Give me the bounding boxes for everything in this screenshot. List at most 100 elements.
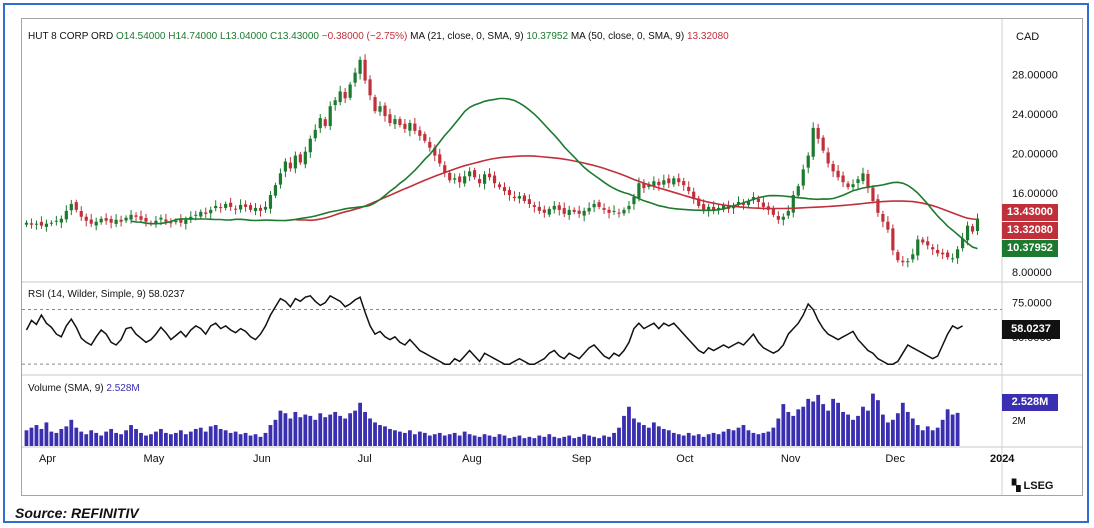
candle-body — [209, 209, 213, 214]
candle-body — [970, 226, 975, 232]
volume-bar — [856, 415, 860, 446]
volume-bar — [442, 435, 447, 446]
volume-bar — [851, 419, 855, 446]
volume-bar — [811, 401, 816, 446]
candle-body — [44, 223, 49, 227]
volume-bar — [776, 418, 781, 446]
candle-body — [129, 214, 133, 220]
volume-bar — [283, 413, 288, 446]
volume-bar — [218, 428, 223, 446]
volume-bar — [248, 435, 253, 446]
x-tick-label: Nov — [781, 453, 801, 465]
volume-bar — [303, 414, 308, 446]
volume-bar — [243, 432, 248, 446]
volume-bar — [786, 411, 791, 446]
ma21-value: 10.37952 — [526, 31, 569, 42]
volume-bar — [542, 436, 547, 446]
price-tick-label: 20.00000 — [1012, 149, 1058, 161]
candle-body — [134, 215, 138, 217]
volume-bar — [268, 425, 273, 446]
volume-bar — [935, 427, 940, 446]
candle-body — [482, 174, 487, 184]
candle-body — [597, 202, 601, 207]
volume-bar — [343, 418, 348, 446]
volume-bar — [398, 431, 402, 446]
low-value: L13.04000 — [219, 31, 268, 42]
candle-body — [268, 195, 273, 209]
candle-body — [607, 209, 611, 213]
volume-bar — [661, 428, 666, 446]
volume-bar — [363, 411, 367, 446]
candle-body — [283, 161, 288, 172]
x-tick-label: Jul — [358, 453, 372, 465]
candle-body — [194, 214, 198, 216]
candle-body — [164, 219, 168, 222]
candle-body — [592, 203, 596, 208]
candle-body — [721, 204, 726, 210]
candle-body — [846, 183, 850, 188]
candle-body — [179, 218, 183, 223]
high-value: H14.74000 — [168, 31, 218, 42]
candle-body — [856, 179, 860, 184]
candle-body — [746, 200, 751, 205]
logo-mark-icon: ▚ — [1012, 480, 1024, 492]
volume-bar — [233, 431, 238, 446]
candle-body — [368, 79, 372, 96]
volume-bar — [129, 425, 133, 446]
volume-bar — [940, 419, 945, 446]
x-tick-label: 2024 — [990, 453, 1015, 465]
candle-body — [965, 225, 970, 241]
candle-body — [154, 220, 158, 224]
figure-frame: 8.00000 16.00000 20.00000 24.00000 28.00000 5… — [3, 3, 1089, 523]
candle-body — [941, 252, 945, 255]
rsi-tick-label: 75.0000 — [1012, 298, 1052, 310]
volume-bar — [54, 432, 59, 446]
candle-body — [677, 178, 681, 183]
candle-body — [204, 212, 208, 214]
volume-bar — [920, 430, 925, 446]
volume-bar — [358, 402, 362, 446]
volume-bar — [173, 432, 178, 446]
change-value: −0.38000 (−2.75%) — [321, 31, 408, 42]
candle-body — [627, 205, 631, 210]
candle-body — [408, 122, 412, 131]
candle-body — [338, 91, 342, 103]
candle-body — [507, 189, 512, 196]
x-tick-label: Aug — [462, 453, 482, 465]
volume-bar — [806, 398, 811, 446]
candle-body — [84, 216, 88, 221]
candle-body — [582, 210, 586, 216]
candle-body — [473, 170, 477, 178]
candle-body — [697, 198, 701, 206]
candle-body — [821, 137, 825, 151]
volume-bar — [447, 434, 452, 446]
candle-body — [672, 178, 676, 185]
volume-bar — [592, 436, 597, 446]
candle-body — [263, 206, 268, 210]
volume-bar — [193, 428, 198, 446]
volume-bar — [373, 422, 377, 446]
candle-body — [124, 217, 128, 221]
volume-bar — [607, 436, 611, 446]
candle-body — [403, 123, 407, 129]
candle-body — [552, 205, 556, 210]
candle-body — [313, 129, 317, 139]
candle-body — [49, 222, 53, 224]
candle-body — [453, 178, 457, 180]
candle-body — [796, 186, 800, 196]
volume-bar — [731, 430, 736, 446]
rsi-line — [25, 294, 963, 365]
candle-body — [418, 130, 422, 136]
candle-body — [104, 218, 108, 221]
volume-bar — [308, 415, 313, 446]
candle-body — [891, 228, 895, 251]
volume-bar — [253, 434, 258, 446]
candle-body — [926, 241, 930, 246]
candle-body — [109, 218, 113, 223]
volume-bar — [632, 418, 636, 446]
volume-bar — [437, 432, 442, 446]
rsi-price-tag: 58.0237 — [1002, 320, 1060, 339]
candle-body — [258, 207, 263, 211]
x-tick-label: Oct — [676, 453, 693, 465]
candle-body — [955, 249, 960, 259]
